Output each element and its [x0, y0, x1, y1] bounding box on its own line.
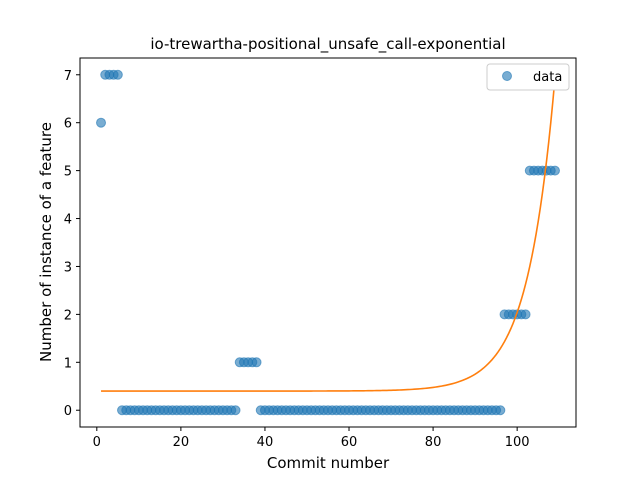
x-tick-label: 40	[257, 435, 274, 450]
y-tick-label: 7	[64, 69, 72, 84]
plot-area	[96, 69, 560, 416]
y-axis-label: Number of instance of a feature	[37, 122, 55, 362]
data-point	[549, 165, 560, 176]
y-tick-label: 3	[64, 260, 72, 275]
legend-label-data: data	[533, 70, 562, 85]
plot-frame	[79, 57, 577, 428]
data-point	[112, 69, 123, 80]
y-tick-label: 0	[64, 404, 72, 419]
y-tick-label: 4	[64, 213, 72, 228]
x-tick-label: 60	[341, 435, 358, 450]
x-tick-label: 0	[93, 435, 101, 450]
y-tick-label: 1	[64, 356, 72, 371]
chart-title: io-trewartha-positional_unsafe_call-expo…	[150, 35, 505, 54]
fit-line	[101, 77, 556, 392]
x-tick-label: 100	[505, 435, 530, 450]
y-tick-label: 6	[64, 117, 72, 132]
x-tick-label: 20	[173, 435, 190, 450]
legend: data	[486, 63, 570, 91]
legend-box	[486, 63, 570, 91]
data-point	[495, 405, 506, 416]
legend-marker-data	[502, 71, 512, 81]
y-tick-label: 5	[64, 165, 72, 180]
x-axis-label: Commit number	[267, 454, 390, 472]
axis-ticks: 0 20 40 60 80 100 0 1 2 3 4 5 6 7	[64, 69, 530, 450]
data-point	[230, 405, 241, 416]
data-point	[96, 117, 107, 128]
data-point	[520, 309, 531, 320]
x-tick-label: 80	[425, 435, 442, 450]
data-point	[251, 357, 262, 368]
y-tick-label: 2	[64, 308, 72, 323]
